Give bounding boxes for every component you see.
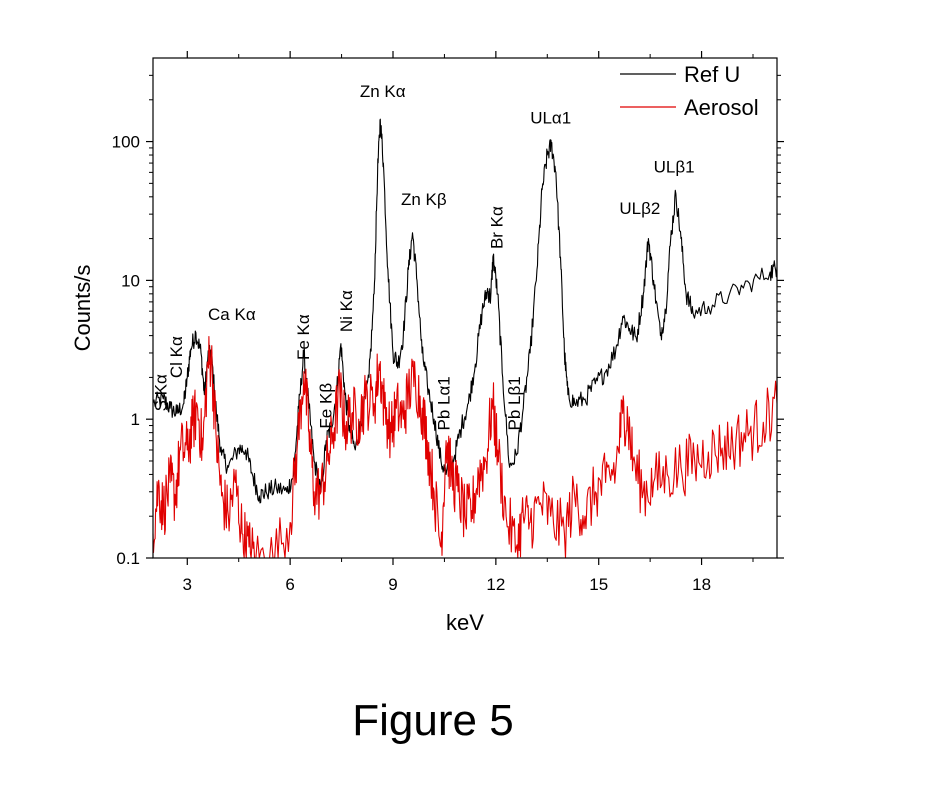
legend-label-aerosol: Aerosol: [684, 95, 759, 120]
x-axis-title: keV: [446, 610, 484, 635]
legend-label-ref-u: Ref U: [684, 62, 740, 87]
peak-label: Ni Kα: [337, 290, 356, 332]
peak-label: S Kα: [152, 374, 171, 411]
figure-caption: Figure 5: [352, 696, 513, 745]
peak-label: Zn Kα: [360, 82, 406, 101]
series-line-ref-u: [152, 118, 778, 504]
plot-frame: [152, 57, 778, 559]
x-tick-label: 15: [589, 575, 608, 594]
peak-label: Pb Lβ1: [505, 376, 524, 430]
x-tick-label: 12: [486, 575, 505, 594]
x-tick-label: 6: [285, 575, 294, 594]
y-tick-label: 100: [112, 133, 140, 152]
legend: Ref U Aerosol: [620, 62, 759, 120]
y-tick-label: 1: [131, 410, 140, 429]
series-line-aerosol: [152, 336, 778, 559]
peak-label: Pb Lα1: [435, 376, 454, 430]
peak-label: Zn Kβ: [401, 190, 447, 209]
peak-label: Ca Kα: [208, 305, 256, 324]
x-tick-label: 9: [388, 575, 397, 594]
y-axis-title: Counts/s: [70, 265, 95, 352]
y-tick-label: 10: [121, 271, 140, 290]
peak-label: Fe Kβ: [316, 383, 335, 429]
x-tick-label: 3: [183, 575, 192, 594]
peak-label: Cl Kα: [167, 336, 186, 378]
peak-label: Fe Kα: [294, 314, 313, 360]
y-tick-label: 0.1: [116, 549, 140, 568]
peak-label: ULβ1: [654, 157, 695, 176]
peak-label: Br Kα: [488, 206, 507, 249]
plot-lines: [152, 118, 778, 559]
x-tick-label: 18: [692, 575, 711, 594]
peak-label: ULβ2: [619, 199, 660, 218]
axes: 3 6 9 12 15 18 0.1 1 10 100: [112, 51, 784, 594]
peak-label: ULα1: [530, 108, 571, 127]
